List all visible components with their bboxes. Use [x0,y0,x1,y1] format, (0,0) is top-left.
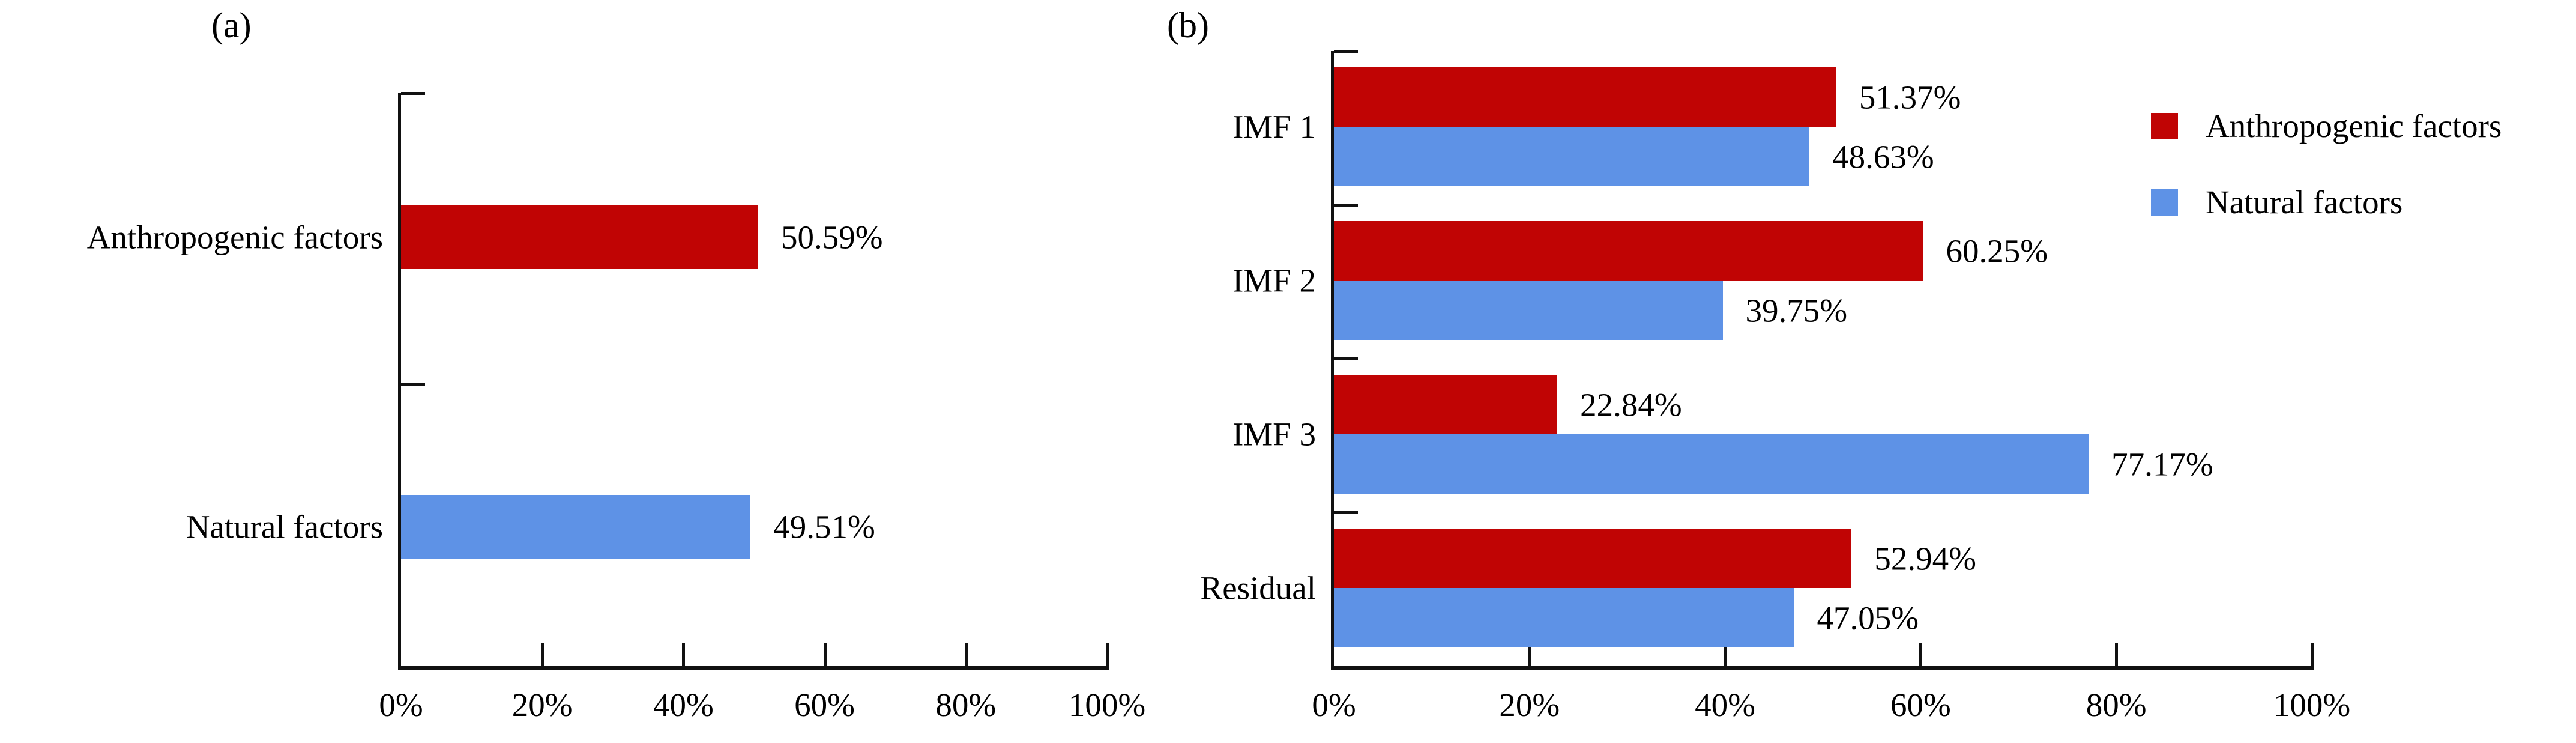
chart-b-bar-imf-1-natural [1334,127,1810,186]
chart-b-value-label-3-natural: 47.05% [1817,599,1919,636]
chart-b-bar-imf-2-natural [1334,281,1723,340]
chart-b-x-tick-2 [1724,643,1727,666]
chart-a-x-tick-1 [541,643,544,666]
chart-a-bar-natural-factors [401,495,751,559]
chart-b-x-tick-4 [2115,643,2119,666]
chart-a-value-label-0: 50.59% [780,219,883,256]
panel-b-label: (b) [1167,5,1209,45]
chart-a-x-tick-4 [964,643,968,666]
chart-b-category-label-1: IMF 2 [1232,262,1316,299]
chart-a-x-tick-label-3: 60% [794,687,855,723]
chart-b-value-label-1-natural: 39.75% [1745,292,1848,329]
chart-b-category-label-3: Residual [1200,569,1316,607]
chart-a-category-label-0: Anthropogenic factors [86,219,383,256]
chart-b-bar-imf-3-natural [1334,434,2089,494]
chart-b-value-label-3-anthropogenic: 52.94% [1874,540,1976,577]
panel-a-label: (a) [211,5,252,45]
chart-b-y-axis-line [1331,51,1334,666]
chart-b-x-tick-label-3: 60% [1890,687,1951,723]
chart-b-y-tick-3 [1334,511,1358,514]
legend-item-natural-factors: Natural factors [2151,183,2403,221]
chart-b-bar-imf-1-anthropogenic [1334,67,1836,127]
chart-a-y-tick-0 [401,92,425,95]
chart-a-x-tick-label-0: 0% [379,687,423,723]
chart-a-value-label-1: 49.51% [773,508,875,545]
chart-b-value-label-2-anthropogenic: 22.84% [1580,386,1682,423]
chart-b-bar-residual-natural [1334,588,1794,647]
chart-b-bar-imf-2-anthropogenic [1334,221,1923,281]
legend-label-natural: Natural factors [2206,184,2403,220]
chart-a-x-tick-label-1: 20% [511,687,573,723]
chart-b-x-tick-label-4: 80% [2086,687,2147,723]
chart-b-value-label-0-natural: 48.63% [1832,138,1934,175]
chart-b-x-tick-label-1: 20% [1499,687,1560,723]
chart-b-y-tick-2 [1334,357,1358,360]
chart-a-y-axis-line [398,93,401,666]
chart-a-x-tick-5 [1106,643,1109,666]
chart-b-x-tick-1 [1528,643,1531,666]
chart-b-x-tick-label-0: 0% [1312,687,1356,723]
chart-a-x-tick-label-5: 100% [1068,687,1146,723]
chart-b-x-tick-5 [2311,643,2314,666]
legend-label-anthropogenic: Anthropogenic factors [2206,108,2502,144]
chart-b-bar-imf-3-anthropogenic [1334,375,1558,434]
legend-swatch-anthropogenic-red [2151,112,2178,139]
chart-a-y-tick-1 [401,383,425,386]
chart-a-x-tick-label-4: 80% [935,687,997,723]
chart-a-x-tick-3 [823,643,827,666]
chart-b-y-tick-1 [1334,204,1358,207]
chart-b-x-tick-3 [1919,643,1923,666]
chart-b-value-label-2-natural: 77.17% [2111,446,2213,482]
chart-b-x-tick-label-2: 40% [1695,687,1755,723]
chart-a-bar-anthropogenic-factors [401,205,758,269]
legend-item-anthropogenic-factors: Anthropogenic factors [2151,107,2502,145]
chart-b-category-label-0: IMF 1 [1232,108,1316,145]
chart-b-x-tick-label-5: 100% [2273,687,2351,723]
chart-b-y-tick-0 [1334,50,1358,53]
chart-b-value-label-0-anthropogenic: 51.37% [1859,79,1961,115]
chart-a-x-tick-2 [682,643,686,666]
chart-a-category-label-1: Natural factors [186,508,383,545]
chart-b-category-label-2: IMF 3 [1232,416,1316,453]
chart-b-bar-residual-anthropogenic [1334,529,1852,588]
chart-b-x-axis-line [1331,666,2314,670]
chart-a-x-axis-line [398,666,1109,670]
legend-swatch-natural-blue [2151,189,2178,216]
chart-a-x-tick-label-2: 40% [653,687,714,723]
chart-b-value-label-1-anthropogenic: 60.25% [1946,232,2048,269]
